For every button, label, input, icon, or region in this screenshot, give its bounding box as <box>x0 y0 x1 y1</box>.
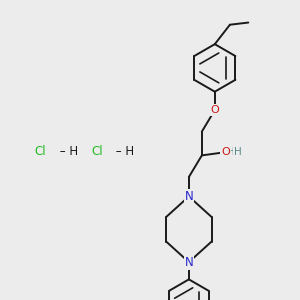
Text: Cl: Cl <box>34 145 46 158</box>
Text: O: O <box>221 147 230 157</box>
Text: H: H <box>227 147 235 157</box>
Text: – H: – H <box>112 145 135 158</box>
Text: O: O <box>210 105 219 115</box>
Text: N: N <box>184 256 193 268</box>
Text: – H: – H <box>56 145 78 158</box>
Text: Cl: Cl <box>92 145 103 158</box>
Text: H: H <box>234 147 242 157</box>
Text: N: N <box>184 190 193 203</box>
